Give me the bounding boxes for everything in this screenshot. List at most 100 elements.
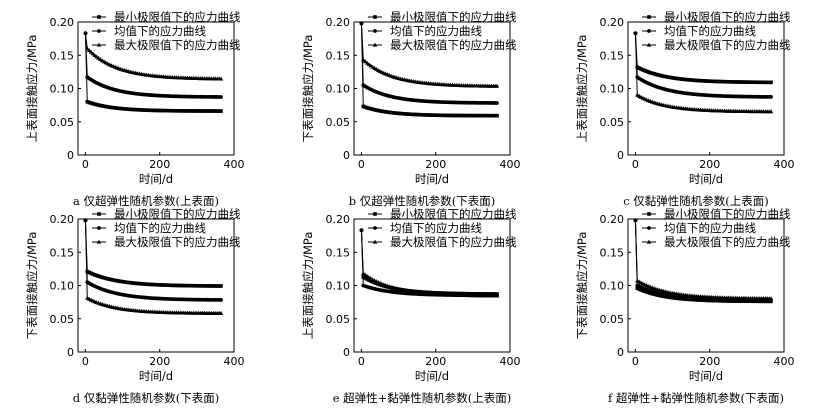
panel-caption: f 超弹性+黏弹性随机参数(下表面) (608, 391, 784, 405)
series-1-point (459, 113, 464, 118)
chart-panel-3: 0 0.05 0.10 0.15 0.20 0 200 400 时间/d 上表面接触应力/MPa 最… (575, 10, 795, 208)
legend-marker (647, 29, 651, 33)
series-1-point (195, 283, 199, 288)
y-tick-label: 0 (67, 149, 74, 162)
series-1-point (152, 282, 156, 287)
x-axis-label: 时间/d (689, 369, 723, 383)
series-1-point (94, 273, 99, 278)
y-tick-label: 0.10 (326, 83, 351, 96)
series-1-point (113, 278, 117, 283)
x-tick-label: 0 (632, 158, 639, 171)
series-1-point (193, 283, 197, 288)
series-1-point (478, 113, 483, 118)
series-1-point (107, 105, 112, 109)
series-1-point (650, 291, 654, 296)
x-tick-label: 0 (82, 158, 89, 171)
series-1-point (137, 108, 142, 112)
series-3-point (86, 48, 92, 53)
series-1-point (474, 113, 479, 118)
series-1-point (208, 109, 212, 113)
series-1-point (480, 113, 484, 118)
series-1-point (163, 283, 168, 287)
series-1-point (128, 280, 132, 285)
y-tick-label: 0.15 (600, 246, 625, 259)
series-1-point (439, 113, 444, 118)
series-1-point (189, 109, 194, 113)
series-1-point (215, 284, 220, 288)
series-1-point (135, 107, 140, 112)
series-1-point (124, 107, 129, 111)
legend-marker (372, 42, 378, 47)
panel-caption: e 超弹性+黏弹性随机参数(上表面) (333, 391, 512, 405)
series-1-point (195, 109, 199, 113)
series-1-point (191, 109, 195, 113)
series-1-point (485, 113, 490, 118)
legend-marker (647, 226, 651, 230)
series-1-point (146, 282, 151, 287)
series-1-point (215, 109, 220, 113)
series-1-point (467, 113, 471, 118)
series-1-point (161, 108, 166, 113)
series-3-point (218, 310, 224, 315)
series-1-point (657, 73, 662, 78)
series-1-point (732, 80, 736, 84)
series-1-point (441, 113, 445, 118)
series-1-point (117, 106, 121, 111)
series-peak-point (83, 31, 88, 36)
series-1-point (691, 78, 695, 82)
series-1-point (154, 282, 158, 287)
x-tick-label: 0 (632, 355, 639, 368)
series-1-point (196, 284, 201, 288)
legend-entry: 最大极限值下的应力曲线 (114, 38, 241, 52)
series-1-point (761, 80, 766, 85)
series-1-point (178, 109, 182, 113)
series-1-point (109, 105, 114, 110)
y-tick-label: 0.10 (50, 280, 75, 293)
x-tick-label: 400 (500, 355, 521, 368)
series-1-point (165, 108, 169, 113)
series-1-point (735, 80, 740, 84)
series-1-point (374, 108, 379, 112)
legend-marker (97, 15, 101, 19)
series-1-point (409, 112, 414, 117)
series-1-point (741, 80, 745, 84)
series-1-point (120, 106, 125, 111)
series-3-point (88, 49, 94, 54)
legend-entry: 均值下的应力曲线 (114, 221, 206, 235)
series-1-point (730, 80, 734, 84)
series-1-point (130, 281, 134, 285)
series-1-point (200, 109, 205, 113)
series-1-point (648, 70, 653, 75)
series-2-point (219, 298, 223, 302)
series-1-point (209, 284, 214, 288)
legend-marker (96, 42, 102, 47)
legend-marker (646, 42, 652, 47)
series-1-point (376, 108, 380, 113)
series-1-point (413, 112, 418, 117)
series-1-point (406, 112, 410, 116)
series-1-point (152, 108, 156, 113)
series-1-point (105, 105, 110, 109)
series-1-point (200, 284, 205, 288)
series-1-point (639, 67, 643, 71)
series-1-point (393, 111, 397, 115)
series-1-point (650, 71, 654, 76)
series-1-point (420, 113, 425, 117)
series-1-point (472, 113, 477, 118)
series-1-point (180, 109, 184, 113)
series-1-point (491, 113, 496, 118)
series-1-point (219, 284, 223, 288)
panel-caption: c 仅黏弹性随机参数(上表面) (623, 194, 769, 208)
x-axis-label: 时间/d (139, 369, 173, 383)
series-1-point (165, 283, 169, 287)
series-1-point (670, 76, 675, 80)
series-3-point (768, 296, 774, 301)
series-1-point (143, 282, 147, 286)
series-1-point (217, 284, 221, 288)
legend-entry: 最小极限值下的应力曲线 (664, 10, 791, 24)
series-1-point (104, 276, 108, 281)
series-1-point (124, 280, 129, 285)
series-1-point (383, 110, 388, 114)
y-tick-label: 0.05 (50, 116, 75, 129)
